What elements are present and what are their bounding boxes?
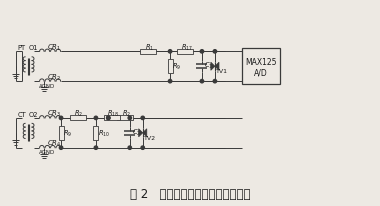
Bar xyxy=(70,116,86,121)
Text: AGND: AGND xyxy=(39,149,55,154)
Circle shape xyxy=(141,146,144,150)
Text: $CR_1$: $CR_1$ xyxy=(47,42,62,53)
Text: MAX125: MAX125 xyxy=(245,58,277,67)
Bar xyxy=(93,126,98,140)
Circle shape xyxy=(59,146,63,150)
Text: PT: PT xyxy=(17,45,25,51)
Text: $C_2$: $C_2$ xyxy=(132,127,141,137)
Text: TV1: TV1 xyxy=(216,69,228,74)
Circle shape xyxy=(200,80,204,83)
Text: $R_2$: $R_2$ xyxy=(74,108,84,118)
Circle shape xyxy=(213,50,217,54)
Text: AGND: AGND xyxy=(39,83,55,88)
Circle shape xyxy=(128,117,131,120)
Bar xyxy=(140,50,156,55)
Bar xyxy=(242,49,280,85)
Polygon shape xyxy=(139,129,143,137)
Polygon shape xyxy=(215,63,219,71)
Text: $R_{18}$: $R_{18}$ xyxy=(108,108,120,118)
Text: $R_9$: $R_9$ xyxy=(63,128,72,138)
Text: $R_{10}$: $R_{10}$ xyxy=(98,128,110,138)
Text: $R_2$: $R_2$ xyxy=(122,108,131,118)
Circle shape xyxy=(59,117,63,120)
Text: O2: O2 xyxy=(29,111,39,117)
Bar xyxy=(59,126,63,140)
Text: CT: CT xyxy=(17,111,26,117)
Text: $CR_4$: $CR_4$ xyxy=(47,139,62,149)
Text: O1: O1 xyxy=(29,45,38,51)
Circle shape xyxy=(213,80,217,83)
Circle shape xyxy=(107,117,110,120)
Circle shape xyxy=(168,50,172,54)
Bar xyxy=(117,116,133,121)
Circle shape xyxy=(94,117,98,120)
Bar xyxy=(177,50,193,55)
Text: A/D: A/D xyxy=(254,68,268,77)
Text: 图 2   交流模拟信号处理回路电路图: 图 2 交流模拟信号处理回路电路图 xyxy=(130,187,250,200)
Text: $CR_3$: $CR_3$ xyxy=(47,109,62,119)
Circle shape xyxy=(94,146,98,150)
Circle shape xyxy=(107,117,110,120)
Polygon shape xyxy=(143,129,147,137)
Circle shape xyxy=(200,50,204,54)
Circle shape xyxy=(168,80,172,83)
Text: $R_1$: $R_1$ xyxy=(145,42,154,52)
Text: $CR_2$: $CR_2$ xyxy=(47,72,62,82)
Text: TV2: TV2 xyxy=(144,135,156,140)
Circle shape xyxy=(141,117,144,120)
Text: $R_{17}$: $R_{17}$ xyxy=(180,42,193,52)
Text: $C_1$: $C_1$ xyxy=(204,61,214,71)
Circle shape xyxy=(128,146,131,150)
Polygon shape xyxy=(211,63,215,71)
Bar xyxy=(168,60,173,74)
Bar xyxy=(104,116,120,121)
Text: $R_9$: $R_9$ xyxy=(172,62,181,72)
